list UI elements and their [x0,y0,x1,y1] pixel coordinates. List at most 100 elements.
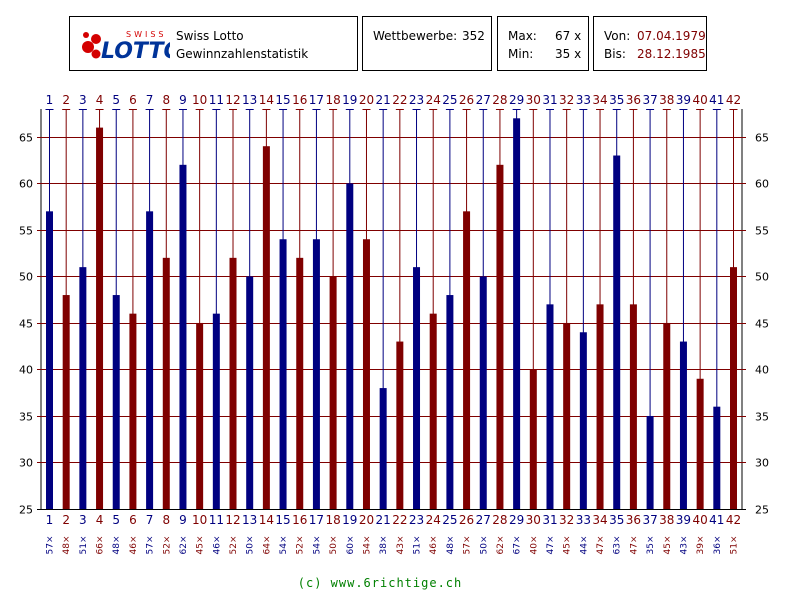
bar-count-label: 52× [229,536,239,555]
bar-number-bottom: 26 [459,513,474,527]
bar [112,295,120,509]
bar-number-bottom: 8 [162,513,170,527]
bar-number-bottom: 27 [476,513,491,527]
bar-number-bottom: 9 [179,513,187,527]
bar-count-label: 47× [629,536,639,555]
max-label: Max: [508,29,537,43]
y-tick-label-right: 65 [755,132,769,145]
bar-count-label: 57× [46,536,56,555]
bar-count-label: 62× [496,536,506,555]
y-tick-label-right: 35 [755,411,769,424]
bar [429,313,437,509]
max-value: 67 x [555,29,582,43]
bar-count-label: 45× [196,536,206,555]
bar-number-top: 39 [676,93,691,107]
y-tick-label-left: 35 [19,411,33,424]
bar [79,267,87,509]
app-title: Swiss Lotto [176,29,244,43]
bar-number-top: 17 [309,93,324,107]
bar-count-label: 45× [663,536,673,555]
bar [379,388,387,509]
bar-count-label: 66× [96,536,106,555]
competitions-value: 352 [462,29,485,43]
bar [613,155,621,509]
y-tick-label-left: 40 [19,364,33,377]
to-label: Bis: [604,47,626,61]
bar-number-top: 35 [609,93,624,107]
y-tick-label-left: 45 [19,318,33,331]
bar-count-label: 46× [429,536,439,555]
bar-number-bottom: 6 [129,513,137,527]
bar [196,322,204,509]
bar [730,267,737,509]
bar-number-top: 10 [192,93,207,107]
bar-number-top: 2 [62,93,70,107]
bar-number-bottom: 12 [225,513,240,527]
bar-number-top: 30 [526,93,541,107]
bar-number-bottom: 16 [292,513,307,527]
bar-count-label: 47× [596,536,606,555]
y-tick-label-left: 50 [19,271,33,284]
bar-number-bottom: 30 [526,513,541,527]
bar-count-label: 60× [346,536,356,555]
bar-count-label: 62× [179,536,189,555]
bar-number-bottom: 36 [626,513,641,527]
bar [62,295,70,509]
bar [413,267,421,509]
bar-count-label: 50× [479,536,489,555]
bar-number-top: 37 [642,93,657,107]
bar-number-bottom: 42 [726,513,741,527]
bar-number-bottom: 39 [676,513,691,527]
bar-number-bottom: 35 [609,513,624,527]
bar-number-bottom: 17 [309,513,324,527]
bar-number-top: 12 [225,93,240,107]
bar-number-top: 24 [426,93,441,107]
max-min-box: Max: 67 x Min: 35 x [497,16,589,71]
title-box: SWISS LOTTO Swiss Lotto Gewinnzahlenstat… [69,16,358,71]
bar [479,276,487,509]
bar-number-top: 19 [342,93,357,107]
bar-count-label: 44× [579,536,589,555]
bar-count-label: 50× [329,536,339,555]
bar [546,304,554,509]
svg-text:SWISS: SWISS [126,30,167,39]
bar-number-top: 21 [376,93,391,107]
y-tick-label-right: 45 [755,318,769,331]
date-range-box: Von: 07.04.1979 Bis: 28.12.1985 [593,16,707,71]
bar-number-top: 1 [46,93,54,107]
bar-number-bottom: 19 [342,513,357,527]
from-date: 07.04.1979 [637,29,706,43]
bar [529,369,537,509]
bar-number-top: 28 [492,93,507,107]
bar-number-bottom: 20 [359,513,374,527]
bar-count-label: 54× [312,536,322,555]
bar-count-label: 63× [613,536,623,555]
bar [279,239,287,510]
bar-number-bottom: 15 [275,513,290,527]
y-tick-label-left: 60 [19,178,33,191]
bar-count-label: 48× [446,536,456,555]
bar [629,304,637,509]
bar-number-top: 3 [79,93,87,107]
bar-count-label: 52× [162,536,172,555]
bar-number-bottom: 28 [492,513,507,527]
bar-number-top: 22 [392,93,407,107]
swiss-lotto-logo: SWISS LOTTO [82,30,170,63]
bar-count-label: 64× [262,536,272,555]
bar-count-label: 46× [129,536,139,555]
bar-number-bottom: 23 [409,513,424,527]
bar-number-bottom: 1 [46,513,54,527]
bar-number-top: 5 [112,93,120,107]
bar [463,211,471,510]
bar-number-bottom: 34 [592,513,607,527]
bar-number-bottom: 11 [209,513,224,527]
bar [146,211,154,510]
bar [96,127,104,510]
to-date: 28.12.1985 [637,47,706,61]
bar-number-bottom: 24 [426,513,441,527]
bar-count-label: 52× [296,536,306,555]
bar-number-top: 20 [359,93,374,107]
bar-count-label: 50× [246,536,256,555]
bar-number-top: 8 [162,93,170,107]
y-tick-label-left: 30 [19,457,33,470]
